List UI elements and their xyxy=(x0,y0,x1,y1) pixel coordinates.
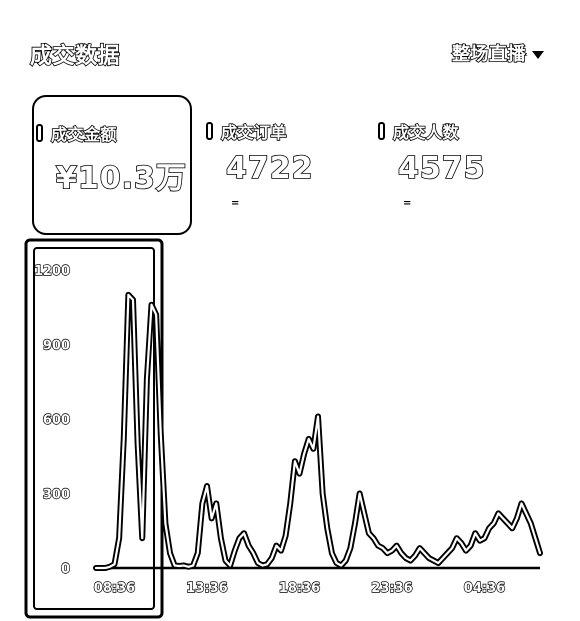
gmv-trend-chart: 1200 900 600 300 0 08:36 13:36 18:36 23:36 04:36 xyxy=(0,230,580,621)
y-tick-label: 900 xyxy=(43,339,70,354)
x-tick-label: 13:36 xyxy=(186,581,227,596)
scope-dropdown-label: 整场直播 xyxy=(451,43,526,66)
y-axis: 1200 900 600 300 0 xyxy=(33,263,71,577)
series-group xyxy=(93,291,543,571)
kpi-row: 成交金额 ¥10.3万 成交订单 4722 = 成交人数 4575 = xyxy=(32,95,552,235)
x-tick-label: 08:36 xyxy=(94,581,135,596)
series-marker-icon xyxy=(36,124,43,142)
chevron-down-icon xyxy=(532,51,544,59)
y-tick-label: 1200 xyxy=(34,264,70,279)
kpi-card-gmv[interactable]: 成交金额 ¥10.3万 xyxy=(32,95,192,235)
kpi-label: 成交订单 xyxy=(220,122,288,143)
kpi-value: 4575 xyxy=(397,150,486,187)
series-marker-icon xyxy=(378,122,385,140)
kpi-label: 成交人数 xyxy=(392,122,460,143)
kpi-subtext: = xyxy=(231,198,240,209)
kpi-label-row: 成交金额 xyxy=(36,121,117,145)
kpi-label: 成交金额 xyxy=(50,124,118,145)
page-title: 成交数据 xyxy=(29,43,121,70)
chart-svg: 1200 900 600 300 0 08:36 13:36 18:36 23:36 04:36 xyxy=(24,238,543,619)
kpi-label-row: 成交人数 xyxy=(378,119,459,143)
x-axis: 08:36 13:36 18:36 23:36 04:36 xyxy=(93,566,540,597)
x-tick-label: 23:36 xyxy=(371,581,412,596)
highlight-frame-inner xyxy=(33,247,155,610)
kpi-card-orders[interactable]: 成交订单 4722 = xyxy=(204,95,364,235)
kpi-card-buyers[interactable]: 成交人数 4575 = xyxy=(376,95,536,235)
kpi-value: ¥10.3万 xyxy=(55,160,187,197)
x-tick-label: 04:36 xyxy=(464,581,505,596)
kpi-value: 4722 xyxy=(225,150,314,187)
scope-dropdown[interactable]: 整场直播 xyxy=(451,40,544,66)
kpi-label-row: 成交订单 xyxy=(206,119,287,143)
y-tick-label: 0 xyxy=(61,562,70,577)
series-marker-icon xyxy=(206,122,213,140)
highlight-frame xyxy=(24,238,164,619)
y-tick-label: 300 xyxy=(43,488,70,503)
x-tick-label: 18:36 xyxy=(279,581,320,596)
series-line xyxy=(94,293,542,570)
y-tick-label: 600 xyxy=(43,413,70,428)
kpi-subtext: = xyxy=(403,198,412,209)
